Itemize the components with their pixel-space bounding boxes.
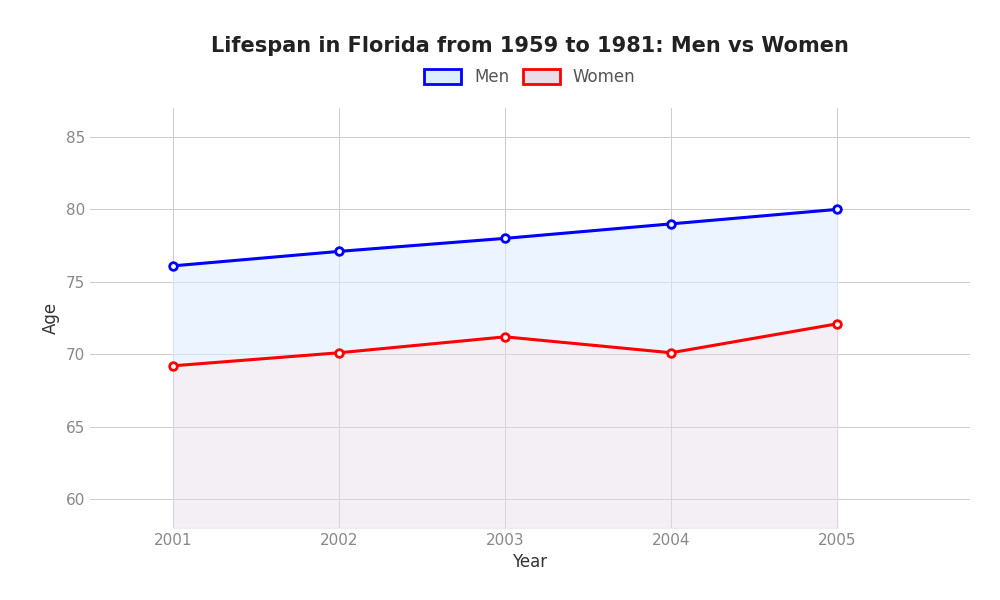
Y-axis label: Age: Age bbox=[42, 302, 60, 334]
X-axis label: Year: Year bbox=[512, 553, 548, 571]
Title: Lifespan in Florida from 1959 to 1981: Men vs Women: Lifespan in Florida from 1959 to 1981: M… bbox=[211, 37, 849, 56]
Legend: Men, Women: Men, Women bbox=[418, 62, 642, 93]
